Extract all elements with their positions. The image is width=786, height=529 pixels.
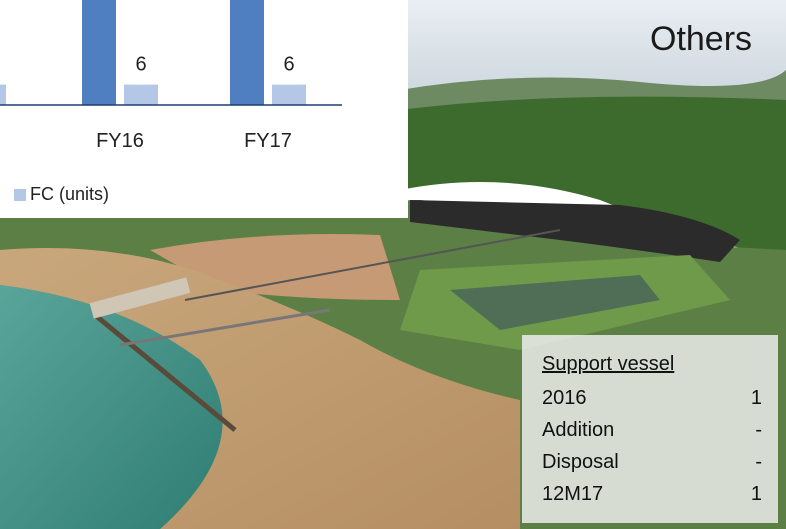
x-tick-label-fy17: FY17 bbox=[244, 130, 292, 152]
x-tick-label-fy16: FY16 bbox=[96, 130, 144, 152]
row-label: 2016 bbox=[542, 387, 587, 409]
bar-series1-fy17 bbox=[230, 0, 264, 105]
table-row: Disposal - bbox=[542, 451, 768, 474]
support-vessel-table: Support vessel 2016 1 Addition - Disposa… bbox=[522, 335, 778, 523]
support-vessel-title: Support vessel bbox=[542, 353, 675, 375]
table-row: 12M17 1 bbox=[542, 483, 768, 506]
legend: FC (units) bbox=[14, 184, 109, 205]
bar-fc-fy17 bbox=[272, 84, 306, 105]
row-value: - bbox=[755, 419, 762, 441]
bar-series1-fy16 bbox=[82, 0, 116, 105]
row-value: 1 bbox=[750, 483, 762, 505]
row-value: - bbox=[755, 451, 762, 473]
bar-fc-cropped bbox=[0, 84, 6, 105]
legend-swatch-fc bbox=[14, 188, 26, 201]
row-value: 1 bbox=[750, 387, 762, 409]
chart-panel: 6 FY16 6 FY17 FC (units) bbox=[0, 0, 408, 218]
row-label: 12M17 bbox=[542, 483, 604, 505]
bar-fc-fy16 bbox=[124, 84, 158, 105]
row-label: Disposal bbox=[542, 451, 619, 473]
legend-label-fc: FC (units) bbox=[30, 184, 110, 204]
bar-chart: 6 FY16 6 FY17 bbox=[0, 0, 342, 152]
row-label: Addition bbox=[542, 419, 615, 441]
data-label-fc-fy16: 6 bbox=[135, 54, 146, 76]
data-label-fc-fy17: 6 bbox=[283, 54, 294, 76]
others-heading: Others bbox=[650, 20, 753, 58]
table-row: Addition - bbox=[542, 419, 768, 442]
table-row: 2016 1 bbox=[542, 387, 768, 410]
